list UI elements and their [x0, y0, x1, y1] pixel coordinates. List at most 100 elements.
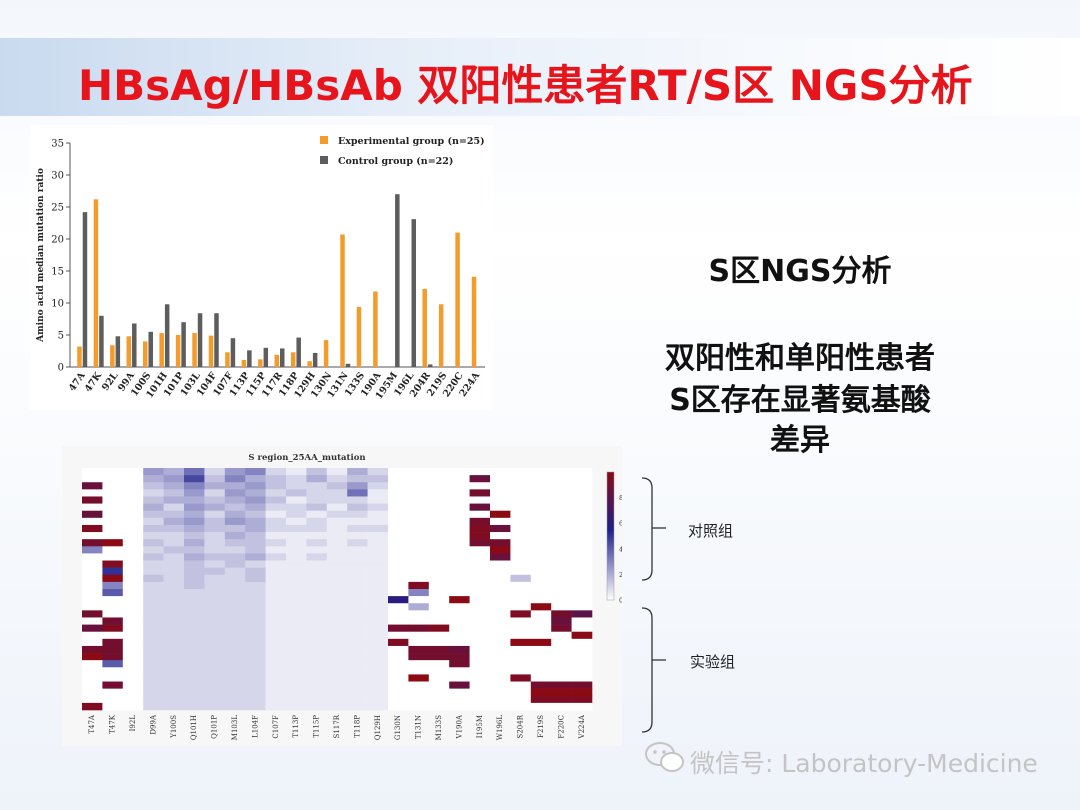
heatmap-cell — [326, 695, 348, 704]
bar-experimental — [175, 335, 181, 367]
heatmap-cell — [388, 581, 409, 590]
y-tick-label: 30 — [51, 171, 64, 182]
heatmap-cell — [204, 667, 226, 675]
heatmap-cell — [286, 532, 307, 540]
heatmap-cell — [306, 645, 328, 654]
heatmap-cell — [286, 624, 307, 633]
heatmap-cell — [551, 482, 572, 490]
heatmap-cell — [286, 489, 307, 497]
heatmap-cell — [510, 589, 532, 597]
heatmap-cell — [224, 567, 246, 576]
heatmap-cell — [286, 603, 307, 611]
heatmap-cell — [326, 589, 348, 597]
heatmap-cell — [245, 475, 266, 483]
heatmap-cell — [204, 482, 226, 490]
colorbar-tick-label: 0 — [619, 597, 622, 605]
watermark: 微信号: Laboratory-Medicine — [690, 749, 1038, 778]
heatmap-cell — [551, 596, 572, 604]
heatmap-cell — [306, 567, 328, 576]
heatmap-cell — [286, 660, 307, 668]
heatmap-cell — [326, 610, 348, 618]
heatmap-cell — [224, 631, 246, 640]
heatmap-cell — [347, 539, 368, 547]
heatmap-cell — [82, 638, 103, 647]
heatmap-column-label: T47A — [88, 714, 96, 734]
heatmap-cell — [224, 560, 246, 568]
heatmap-cell — [510, 574, 532, 583]
heatmap-cell — [347, 681, 368, 689]
heatmap-cell — [388, 589, 409, 597]
heatmap-cell — [326, 503, 348, 512]
heatmap-cell — [224, 553, 246, 561]
heatmap-cell — [469, 702, 491, 711]
heatmap-cell — [408, 695, 430, 704]
heatmap-cell — [286, 674, 307, 682]
heatmap-cell — [347, 560, 368, 568]
heatmap-cell — [428, 631, 450, 640]
heatmap-cell — [551, 581, 572, 590]
heatmap-cell — [571, 674, 593, 682]
heatmap-cell — [163, 510, 185, 519]
heatmap-cell — [408, 546, 430, 554]
heatmap-cell — [490, 660, 511, 668]
heatmap-cell — [265, 660, 287, 668]
heatmap-cell — [388, 603, 409, 611]
heatmap-cell — [388, 475, 409, 483]
heatmap-cell — [102, 567, 124, 576]
heatmap-cell — [367, 567, 389, 576]
heatmap-cell — [510, 617, 532, 625]
heatmap-cell — [510, 702, 532, 711]
heatmap-cell — [265, 510, 287, 519]
heatmap-column-label: T47K — [109, 714, 117, 734]
heatmap-cell — [102, 624, 124, 633]
heatmap-cell — [428, 489, 450, 497]
heatmap-cell — [347, 660, 368, 668]
heatmap-cell — [224, 510, 246, 519]
heatmap-cell — [122, 681, 144, 689]
heatmap-cell — [490, 631, 511, 640]
heatmap-cell — [122, 688, 144, 697]
heatmap-cell — [388, 596, 409, 604]
heatmap-column-label: W196L — [496, 715, 504, 741]
heatmap-cell — [388, 560, 409, 568]
heatmap-cell — [530, 645, 552, 654]
heatmap-cell — [163, 610, 185, 618]
heatmap-cell — [530, 546, 552, 554]
heatmap-cell — [82, 468, 103, 476]
heatmap-cell — [224, 546, 246, 554]
heatmap-cell — [82, 581, 103, 590]
heatmap-cell — [163, 624, 185, 633]
heatmap-cell — [367, 482, 389, 490]
heatmap-cell — [367, 596, 389, 604]
heatmap-cell — [571, 510, 593, 519]
heatmap-cell — [265, 695, 287, 704]
heatmap-cell — [388, 681, 409, 689]
heatmap-cell — [408, 645, 430, 654]
heatmap-cell — [469, 688, 491, 697]
heatmap-cell — [224, 589, 246, 597]
heatmap-cell — [184, 524, 205, 533]
heatmap-cell — [571, 638, 593, 647]
heatmap-cell — [449, 667, 470, 675]
heatmap-cell — [469, 653, 491, 661]
heatmap-cell — [388, 674, 409, 682]
bar-control — [280, 348, 285, 367]
heatmap-cell — [571, 624, 593, 633]
heatmap-cell — [530, 581, 552, 590]
heatmap-cell — [551, 567, 572, 576]
heatmap-cell — [163, 617, 185, 625]
heatmap-cell — [490, 702, 511, 711]
heatmap-cell — [204, 496, 226, 504]
bar-control — [345, 363, 351, 367]
heatmap-cell — [286, 539, 307, 547]
heatmap-cell — [286, 510, 307, 519]
heatmap-cell — [490, 653, 511, 661]
heatmap-cell — [122, 610, 144, 618]
heatmap-column-label: M103L — [231, 715, 239, 741]
heatmap-cell — [286, 560, 307, 568]
heatmap-cell — [530, 560, 552, 568]
heatmap-cell — [490, 517, 511, 526]
heatmap-cell — [347, 574, 368, 583]
heatmap-cell — [184, 674, 205, 682]
heatmap-cell — [326, 653, 348, 661]
